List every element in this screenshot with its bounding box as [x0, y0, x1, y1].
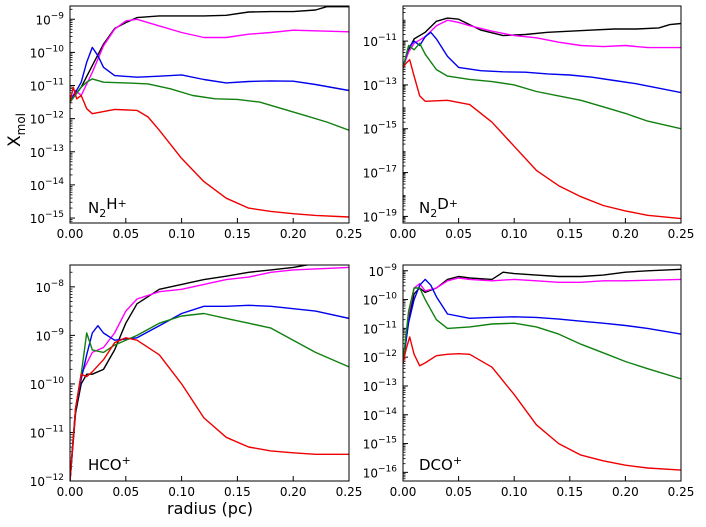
x-tick-label: 0.15 — [224, 227, 251, 241]
y-tick-label: 10−14 — [30, 177, 65, 193]
x-tick-label: 0.00 — [390, 227, 417, 241]
series-line-blue — [70, 46, 349, 103]
y-tick-label: 10−15 — [30, 210, 64, 226]
species-label: N2D+ — [419, 195, 458, 220]
series-line-black — [70, 265, 311, 481]
series-line-black — [70, 6, 349, 103]
y-tick-label: 10−10 — [363, 292, 398, 308]
x-tick-label: 0.10 — [501, 227, 528, 241]
y-tick-label: 10−12 — [30, 473, 64, 489]
x-tick-label: 0.25 — [668, 485, 695, 499]
species-label: DCO+ — [419, 454, 462, 474]
x-tick-label: 0.10 — [168, 227, 195, 241]
series-line-magenta — [70, 266, 349, 481]
y-tick-label: 10−14 — [363, 407, 398, 423]
chart-panel-3: 10−12 10−11 10−10 10−9 10−8 0.00 0.05 0.10 0.15 0… — [30, 264, 363, 499]
series-line-magenta — [403, 19, 681, 68]
species-label: N2H+ — [88, 195, 127, 220]
series-line-magenta — [70, 18, 349, 103]
y-tick-label: 10−13 — [30, 144, 64, 160]
series-line-blue — [403, 31, 681, 94]
y-tick-label: 10−9 — [368, 263, 397, 279]
y-tick-label: 10−19 — [363, 208, 398, 224]
series-line-red — [70, 337, 349, 481]
x-tick-label: 0.05 — [445, 227, 472, 241]
y-tick-label: 10−11 — [30, 424, 64, 440]
x-tick-label: 0.00 — [57, 227, 84, 241]
series-line-green — [403, 287, 681, 380]
x-tick-label: 0.00 — [57, 485, 84, 499]
x-tick-label: 0.25 — [336, 485, 363, 499]
plot-frame — [69, 264, 350, 482]
y-tick-label: 10−11 — [363, 320, 397, 336]
y-tick-label: 10−12 — [363, 349, 397, 365]
series-line-red — [403, 59, 681, 220]
series-line-black — [403, 17, 681, 68]
x-tick-label: 0.20 — [280, 227, 307, 241]
y-tick-label: 10−12 — [30, 111, 64, 127]
x-tick-label: 0.05 — [112, 227, 139, 241]
series-line-blue — [403, 278, 681, 363]
x-tick-label: 0.10 — [168, 485, 195, 499]
y-tick-label: 10−17 — [363, 165, 397, 181]
x-tick-label: 0.10 — [501, 485, 528, 499]
x-tick-label: 0.15 — [224, 485, 251, 499]
series-line-green — [70, 78, 349, 131]
y-tick-label: 10−11 — [363, 33, 397, 49]
series-line-blue — [70, 304, 349, 481]
plot-frame — [402, 264, 682, 482]
y-tick-label: 10−13 — [363, 378, 397, 394]
x-tick-label: 0.25 — [336, 227, 363, 241]
x-tick-label: 0.05 — [445, 485, 472, 499]
series-line-red — [70, 86, 349, 218]
x-axis-label: radius (pc) — [167, 499, 253, 518]
y-tick-label: 10−11 — [30, 78, 64, 94]
x-tick-label: 0.20 — [280, 485, 307, 499]
species-label: HCO+ — [88, 454, 131, 474]
series-line-red — [403, 336, 681, 471]
y-tick-label: 10−15 — [363, 436, 397, 452]
y-tick-label: 10−13 — [363, 77, 397, 93]
y-tick-label: 10−9 — [35, 11, 64, 27]
chart-panel-1: 10−15 10−14 10−13 10−12 10−11 10−10 10−9 0.00 0.… — [30, 5, 363, 241]
series-line-magenta — [403, 277, 681, 363]
x-tick-label: 0.15 — [556, 485, 583, 499]
series-line-green — [403, 42, 681, 130]
y-tick-label: 10−8 — [35, 279, 64, 295]
x-tick-label: 0.00 — [390, 485, 417, 499]
x-tick-label: 0.25 — [668, 227, 695, 241]
x-tick-label: 0.20 — [612, 485, 639, 499]
y-axis-label: Xmol — [5, 113, 28, 147]
x-tick-label: 0.15 — [556, 227, 583, 241]
plot-frame — [402, 5, 682, 224]
chart-panel-2: 10−19 10−17 10−15 10−13 10−11 0.00 0.05 0.10 0.1… — [363, 5, 695, 241]
series-line-green — [70, 312, 349, 481]
y-tick-label: 10−9 — [35, 327, 64, 343]
plot-frame — [69, 5, 350, 224]
y-tick-label: 10−15 — [363, 121, 397, 137]
chart-panel-4: 10−16 10−15 10−14 10−13 10−12 10−11 10−10 10−9 0… — [363, 263, 695, 499]
x-tick-label: 0.05 — [112, 485, 139, 499]
y-tick-label: 10−10 — [30, 376, 65, 392]
x-tick-label: 0.20 — [612, 227, 639, 241]
y-tick-label: 10−16 — [363, 464, 398, 480]
y-tick-label: 10−10 — [30, 44, 65, 60]
